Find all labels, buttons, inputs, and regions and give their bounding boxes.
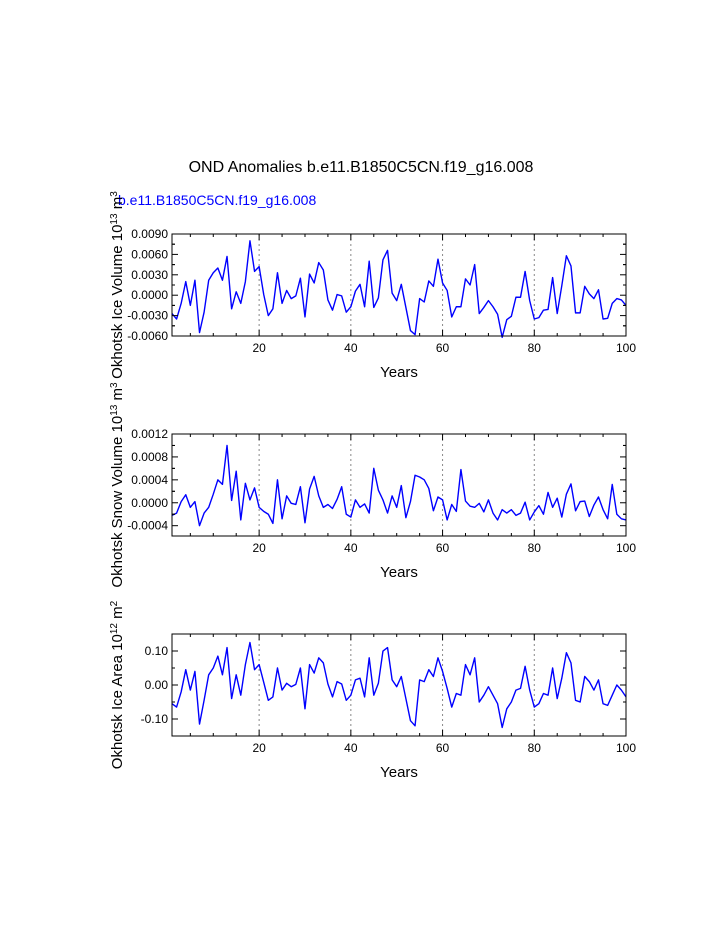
y-axis-label: Okhotsk Snow Volume 1013 m3 xyxy=(109,382,127,588)
plot-frame xyxy=(171,633,627,737)
y-axis-label-part: m xyxy=(109,197,126,214)
series-line xyxy=(171,240,627,339)
x-axis-label: Years xyxy=(380,364,418,381)
chart-panel-1: 20 40 60 80 100 -0.0060 -0.0030 0.0000 0.0030 0.0… xyxy=(109,191,637,381)
figure-subtitle: b.e11.B1850C5CN.f19_g16.008 xyxy=(118,192,316,208)
y-tick-label: -0.0004 xyxy=(127,519,168,533)
x-tick-label: 40 xyxy=(344,741,358,755)
x-tick-label: 40 xyxy=(344,341,358,355)
x-tick-label: 80 xyxy=(528,541,542,555)
y-tick-label: 0.0008 xyxy=(131,450,168,464)
x-tick-label: 20 xyxy=(252,741,266,755)
y-tick-label: 0.10 xyxy=(145,644,169,658)
x-tick-label: 80 xyxy=(528,741,542,755)
y-axis-label-part: m xyxy=(109,606,126,623)
x-tick-label: 100 xyxy=(616,541,636,555)
x-tick-label: 40 xyxy=(344,541,358,555)
x-tick-label: 100 xyxy=(616,741,636,755)
y-axis-label: Okhotsk Ice Volume 1013 m3 xyxy=(109,191,127,379)
y-axis-label-part: Okhotsk Snow Volume 10 xyxy=(109,416,126,588)
y-axis-label-exponent: 13 xyxy=(109,404,120,416)
chart-panels: 20 40 60 80 100 -0.0060 -0.0030 0.0000 0.0030 0.0… xyxy=(109,191,637,781)
plot-frame xyxy=(171,233,627,337)
chart-panel-3: 20 40 60 80 100 -0.10 0.00 0.10 Years Okhotsk Ice… xyxy=(109,600,637,781)
y-axis-label-exponent: 3 xyxy=(109,191,120,197)
plot-frame xyxy=(171,433,627,537)
y-axis-label-exponent: 13 xyxy=(109,213,120,225)
x-tick-label: 20 xyxy=(252,541,266,555)
y-tick-label: 0.0030 xyxy=(131,268,168,282)
y-tick-label: 0.0004 xyxy=(131,473,168,487)
y-tick-label: 0.0060 xyxy=(131,247,168,261)
y-tick-label: -0.10 xyxy=(141,712,169,726)
y-tick-label: -0.0030 xyxy=(127,309,168,323)
y-tick-label: 0.0090 xyxy=(131,227,168,241)
y-axis-label-exponent: 12 xyxy=(109,623,120,635)
y-axis-label-part: Okhotsk Ice Area 10 xyxy=(109,634,126,769)
y-tick-label: -0.0060 xyxy=(127,329,168,343)
x-tick-label: 60 xyxy=(436,541,450,555)
x-axis-label: Years xyxy=(380,764,418,781)
y-tick-label: 0.0012 xyxy=(131,427,168,441)
y-tick-label: 0.0000 xyxy=(131,496,168,510)
y-axis-label-part: m xyxy=(109,388,126,405)
x-tick-label: 80 xyxy=(528,341,542,355)
x-tick-label: 60 xyxy=(436,341,450,355)
y-axis-label-part: Okhotsk Ice Volume 10 xyxy=(109,225,126,379)
y-axis-label-exponent: 3 xyxy=(109,382,120,388)
x-tick-label: 60 xyxy=(436,741,450,755)
y-axis-label: Okhotsk Ice Area 1012 m2 xyxy=(109,600,127,769)
x-tick-label: 20 xyxy=(252,341,266,355)
y-tick-label: 0.00 xyxy=(145,678,169,692)
figure-title: OND Anomalies b.e11.B1850C5CN.f19_g16.00… xyxy=(189,159,534,176)
x-axis-label: Years xyxy=(380,564,418,581)
series-line xyxy=(171,444,627,527)
series-line xyxy=(171,641,627,729)
x-tick-label: 100 xyxy=(616,341,636,355)
chart-panel-2: 20 40 60 80 100 -0.0004 0.0000 0.0004 0.0008 0.00… xyxy=(109,382,637,588)
y-tick-label: 0.0000 xyxy=(131,288,168,302)
y-axis-label-exponent: 2 xyxy=(109,600,120,606)
